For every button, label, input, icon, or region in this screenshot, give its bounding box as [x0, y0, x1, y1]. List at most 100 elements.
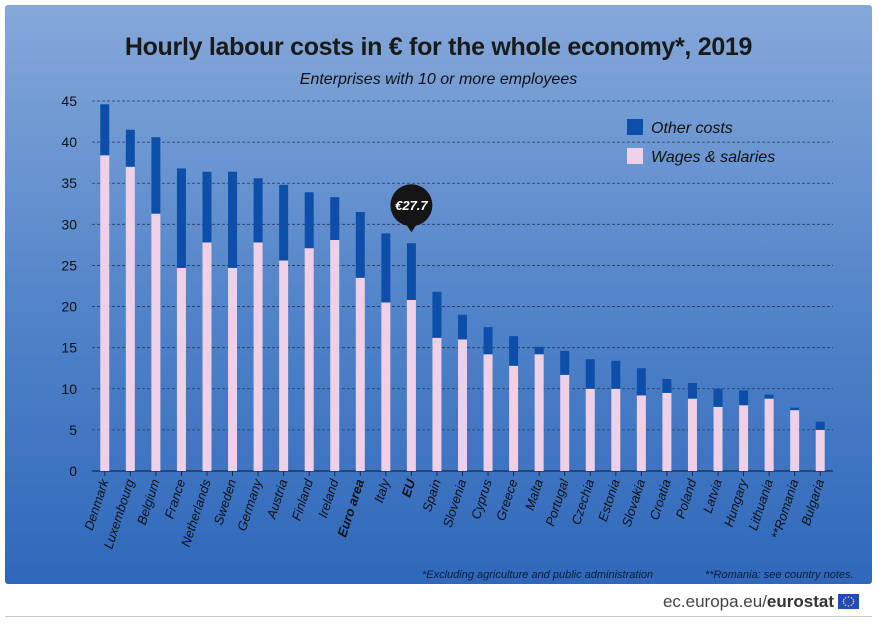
y-tick-label: 40 — [61, 134, 77, 150]
bar-other-costs — [611, 360, 621, 389]
bar-wages — [355, 277, 365, 471]
y-tick-label: 5 — [69, 422, 77, 438]
chart-panel: Hourly labour costs in € for the whole e… — [5, 5, 872, 584]
bar-other-costs — [585, 359, 595, 389]
bar-other-costs — [125, 129, 135, 167]
bar-other-costs — [330, 197, 340, 240]
bar-wages — [458, 339, 467, 471]
eu-flag-icon — [838, 594, 859, 609]
x-tick-label: Latvia — [700, 477, 725, 515]
bar-wages — [764, 398, 774, 471]
footnote-romania: **Romania: see country notes. — [705, 569, 854, 581]
bar-wages — [815, 429, 825, 471]
bar-other-costs — [202, 171, 212, 243]
bar-other-costs — [662, 378, 672, 393]
x-tick-label: Estonia — [595, 477, 623, 523]
y-tick-label: 45 — [61, 93, 77, 109]
x-tick-label: Austria — [263, 477, 290, 521]
bar-wages — [687, 398, 697, 471]
bar-wages — [739, 405, 749, 471]
source-brand: eurostat — [766, 592, 834, 611]
bar-wages — [662, 392, 672, 471]
bar-other-costs — [713, 388, 723, 407]
bar-wages — [713, 406, 723, 471]
footer-divider — [5, 616, 872, 617]
source-link[interactable]: ec.europa.eu/eurostat — [663, 592, 834, 612]
bar-wages — [279, 260, 289, 471]
bar-other-costs — [764, 394, 774, 399]
x-tick-label: France — [162, 477, 189, 520]
chart-title: Hourly labour costs in € for the whole e… — [124, 33, 753, 61]
bar-other-costs — [636, 368, 646, 396]
chart-plot: 051015202530354045DenmarkLuxembourgBelgi… — [61, 93, 833, 551]
bar-wages — [304, 248, 314, 471]
bar-wages — [253, 242, 263, 471]
bar-other-costs — [483, 327, 493, 355]
x-tick-label: Cyprus — [468, 477, 495, 521]
legend-swatch — [627, 148, 643, 164]
y-tick-label: 30 — [61, 216, 77, 232]
bar-wages — [176, 267, 186, 471]
bar-wages — [432, 337, 442, 471]
x-tick-label: Greece — [493, 477, 520, 522]
x-tick-label: Poland — [673, 477, 700, 521]
y-tick-label: 35 — [61, 175, 77, 191]
bar-other-costs — [228, 171, 238, 268]
bar-wages — [381, 302, 391, 471]
footer-bar — [0, 584, 886, 626]
bar-wages — [534, 354, 544, 471]
bar-other-costs — [406, 243, 416, 300]
chart-subtitle: Enterprises with 10 or more employees — [299, 71, 578, 88]
bar-wages — [100, 155, 110, 471]
bar-other-costs — [151, 137, 161, 214]
callout-pointer — [405, 223, 418, 233]
bar-other-costs — [253, 178, 263, 243]
bar-wages — [636, 395, 646, 471]
bar-other-costs — [458, 314, 467, 340]
legend-label: Wages & salaries — [651, 149, 775, 166]
bar-other-costs — [176, 168, 186, 268]
x-tick-label: EU — [398, 477, 418, 499]
x-tick-label: Sweden — [211, 477, 240, 526]
bar-wages — [228, 267, 238, 471]
bar-wages — [151, 213, 161, 471]
y-tick-label: 0 — [69, 463, 77, 479]
bar-wages — [125, 166, 135, 471]
callout-label: €27.7 — [395, 198, 428, 213]
legend-swatch — [627, 119, 643, 135]
x-tick-label: Germany — [234, 476, 265, 533]
x-tick-label: Czechia — [568, 477, 597, 526]
bar-wages — [406, 299, 416, 471]
x-tick-label: Portugal — [542, 476, 572, 528]
y-tick-label: 15 — [61, 340, 77, 356]
x-tick-label: Spain — [419, 477, 444, 513]
bar-wages — [483, 354, 493, 471]
x-tick-label: Finland — [289, 477, 317, 523]
footnote-exclusions: *Excluding agriculture and public admini… — [422, 569, 654, 581]
x-tick-label: Slovenia — [440, 477, 470, 529]
callout-bubble — [390, 184, 433, 227]
bar-other-costs — [509, 336, 519, 366]
bar-other-costs — [560, 350, 570, 375]
bar-wages — [790, 410, 800, 471]
x-tick-label: Bulgaria — [798, 477, 827, 527]
bar-wages — [330, 239, 340, 471]
y-tick-label: 25 — [61, 257, 77, 273]
x-tick-label: Belgium — [134, 477, 163, 526]
bar-wages — [611, 388, 621, 471]
bar-wages — [585, 388, 595, 471]
bar-other-costs — [381, 233, 391, 303]
bar-other-costs — [739, 390, 749, 406]
bar-other-costs — [534, 346, 544, 355]
bar-other-costs — [790, 407, 800, 411]
bar-other-costs — [355, 212, 365, 278]
bar-other-costs — [304, 192, 314, 249]
x-tick-label: Slovakia — [619, 477, 648, 528]
bar-wages — [202, 242, 212, 471]
x-tick-label: Malta — [522, 477, 546, 512]
y-tick-label: 10 — [61, 381, 77, 397]
y-tick-label: 20 — [61, 299, 77, 315]
bar-other-costs — [687, 383, 697, 399]
bar-other-costs — [432, 291, 442, 338]
bar-other-costs — [815, 421, 825, 430]
